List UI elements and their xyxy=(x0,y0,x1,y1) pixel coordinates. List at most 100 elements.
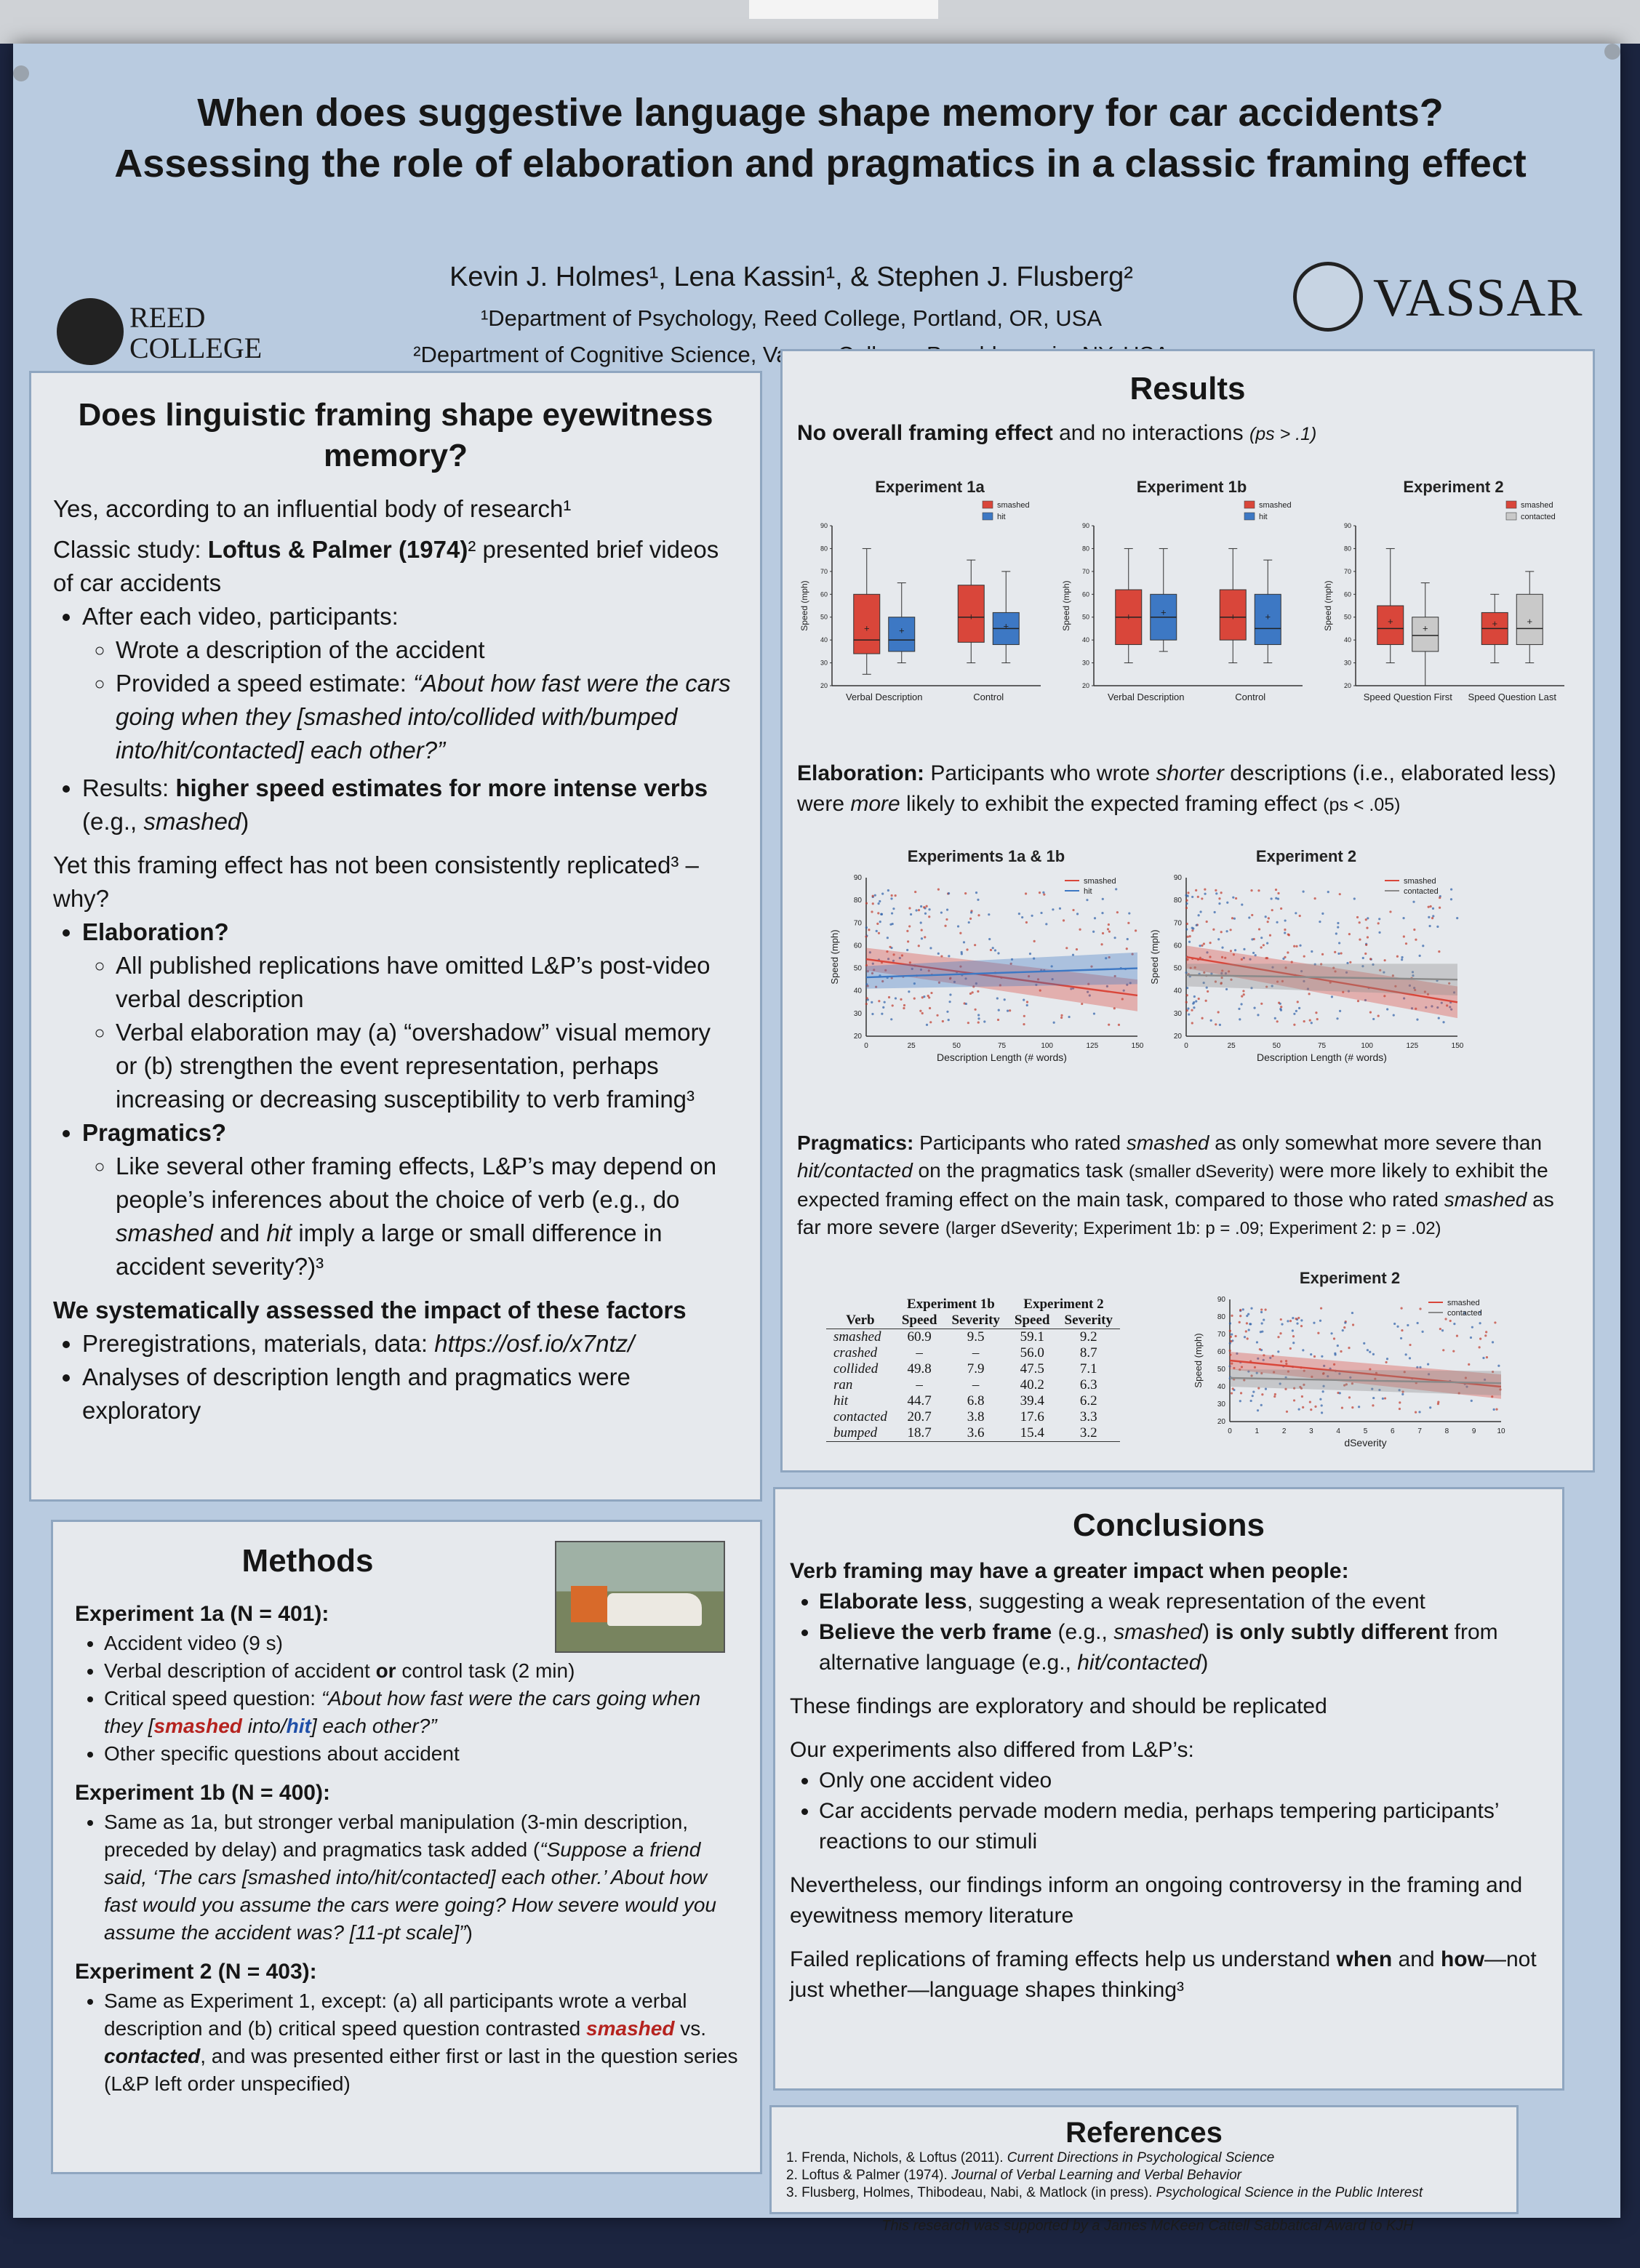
data-point xyxy=(1242,993,1245,996)
data-point xyxy=(1319,920,1321,923)
data-point xyxy=(865,1003,868,1006)
confidence-band-contacted xyxy=(1186,963,1457,995)
methods-bullet: Accident video (9 s) xyxy=(104,1630,738,1657)
data-point xyxy=(1399,1337,1403,1340)
y-tick-label: 70 xyxy=(820,568,828,575)
conclusions-panel: Conclusions Verb framing may have a grea… xyxy=(773,1487,1564,2091)
data-point xyxy=(1414,988,1417,992)
intro-p1: Yes, according to an influential body of… xyxy=(53,495,572,522)
data-point xyxy=(1300,1319,1303,1322)
data-point xyxy=(1068,1015,1071,1019)
legend-label: contacted xyxy=(1447,1309,1482,1318)
data-point xyxy=(1239,1018,1241,1021)
table-row: crashed – – 56.0 8.7 xyxy=(826,1345,1120,1361)
data-point xyxy=(1092,1012,1096,1015)
data-point xyxy=(1358,1406,1361,1409)
value-cell: 3.8 xyxy=(967,1409,985,1424)
data-point xyxy=(1399,1401,1401,1404)
data-point xyxy=(1348,933,1351,936)
data-point xyxy=(1185,1009,1188,1012)
data-point xyxy=(865,963,868,967)
legend-label: smashed xyxy=(1259,501,1292,510)
data-point xyxy=(1243,1379,1246,1382)
data-point xyxy=(1452,1350,1455,1353)
orange-car-shape xyxy=(571,1586,607,1622)
data-point xyxy=(1126,983,1129,986)
data-point xyxy=(894,997,897,1000)
data-point xyxy=(972,985,975,988)
data-point xyxy=(1257,1014,1260,1017)
data-point xyxy=(1484,1334,1487,1337)
data-point xyxy=(1377,1014,1380,1017)
data-point xyxy=(1195,923,1198,926)
data-point xyxy=(1389,910,1392,913)
data-point xyxy=(1262,1358,1265,1361)
data-point xyxy=(1260,1371,1263,1375)
data-point xyxy=(907,940,910,943)
value-cell: 15.4 xyxy=(1020,1425,1044,1440)
data-point xyxy=(947,892,951,895)
osf-link[interactable]: https://osf.io/x7ntz/ xyxy=(434,1330,635,1357)
data-point xyxy=(1468,1363,1471,1366)
data-point xyxy=(1278,1001,1281,1004)
data-point xyxy=(1260,1002,1263,1005)
data-point xyxy=(1338,1392,1341,1395)
x-tick-label: 9 xyxy=(1472,1427,1476,1435)
references-panel: References 1. Frenda, Nichols, & Loftus … xyxy=(769,2105,1519,2214)
data-point xyxy=(1497,1364,1500,1367)
data-point xyxy=(1033,939,1036,942)
data-point xyxy=(1261,1330,1264,1333)
data-point xyxy=(1396,955,1399,958)
data-point xyxy=(1292,1387,1296,1390)
data-point xyxy=(1485,1356,1489,1359)
data-point xyxy=(1464,1377,1468,1379)
value-cell: 9.2 xyxy=(1079,1329,1097,1345)
data-point xyxy=(1398,1407,1401,1411)
data-point xyxy=(1240,958,1243,961)
data-point xyxy=(1290,961,1293,963)
data-point xyxy=(1340,1350,1343,1353)
data-point xyxy=(868,951,871,954)
data-point xyxy=(868,929,871,931)
scatter-chart-svg: Experiments 1a & 1b 20 30 40 50 60 70 80 90 0 25 50… xyxy=(829,847,1144,1063)
data-point xyxy=(1479,1322,1481,1325)
data-point xyxy=(944,924,947,927)
data-point xyxy=(1416,1018,1419,1021)
data-point xyxy=(1021,915,1024,919)
reference-item: 2. Loftus & Palmer (1974). Journal of Ve… xyxy=(786,2168,1241,2183)
data-point xyxy=(919,1009,922,1012)
chart-exp2: Experiment 2 20 30 40 50 60 70 80 90 Speed (mph) s… xyxy=(1321,475,1572,722)
data-point xyxy=(1381,1397,1384,1400)
data-point xyxy=(1448,982,1451,985)
y-tick-label: 70 xyxy=(1082,568,1089,575)
data-point xyxy=(960,953,963,955)
data-point xyxy=(1101,931,1105,935)
value-cell: 49.8 xyxy=(907,1361,932,1377)
data-point xyxy=(865,935,868,938)
data-point xyxy=(871,1012,874,1016)
data-point xyxy=(1313,1321,1316,1324)
data-point xyxy=(890,897,893,900)
x-tick-label: Control xyxy=(973,692,1004,702)
pin-icon xyxy=(1604,44,1620,60)
data-point xyxy=(871,962,874,965)
data-point xyxy=(1101,897,1104,900)
data-point xyxy=(1273,1395,1276,1398)
data-point xyxy=(1233,949,1237,952)
data-point xyxy=(1279,1318,1282,1321)
y-tick-label: 60 xyxy=(1174,942,1183,950)
data-point xyxy=(1263,1318,1265,1321)
exp1b-title: Experiment 1b (N = 400): xyxy=(75,1781,330,1805)
data-point xyxy=(1113,1007,1116,1010)
y-tick-label: 80 xyxy=(1217,1313,1226,1321)
data-point xyxy=(1249,958,1252,961)
data-point xyxy=(993,949,997,952)
data-point xyxy=(1391,974,1394,977)
data-point xyxy=(1364,998,1367,1002)
data-point xyxy=(1337,926,1340,929)
y-tick-label: 50 xyxy=(1082,614,1089,621)
y-tick-label: 60 xyxy=(820,590,828,598)
data-point xyxy=(1231,917,1234,920)
data-point xyxy=(1090,965,1093,968)
data-point xyxy=(1427,1373,1431,1376)
